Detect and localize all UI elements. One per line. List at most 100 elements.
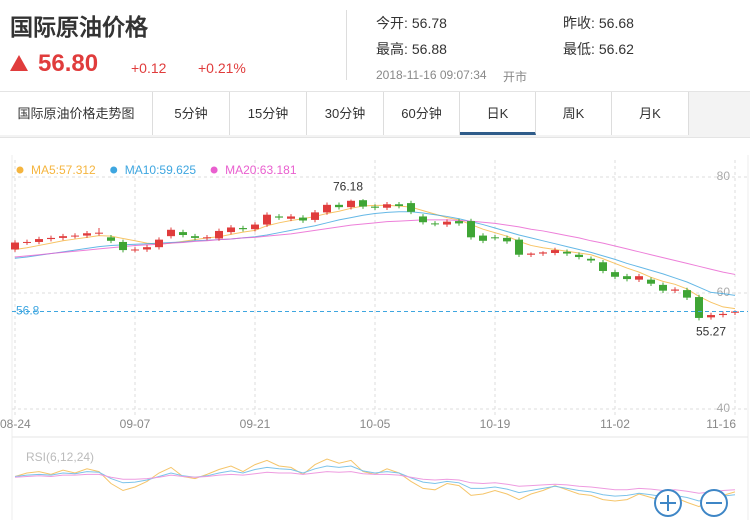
panel-title: RSI(6,12,24) [26,450,94,464]
candle-body [551,250,559,253]
candle-body [311,212,319,220]
candle-body [407,203,415,212]
change: +0.12 [131,60,167,76]
candle-body [443,221,451,225]
timestamp: 2018-11-16 09:07:34 [376,68,487,82]
stat-value: 56.68 [598,15,634,31]
tab[interactable]: 5分钟 [153,92,230,135]
legend-label: MA20:63.181 [225,163,297,177]
x-tick-label: 11-02 [600,417,630,431]
candle-body [659,284,667,291]
candle-body [107,237,115,241]
title: 国际原油价格 [10,14,148,40]
legend-marker [16,166,24,174]
stat-value: 56.62 [598,41,634,57]
y-tick-label: 60 [717,285,731,299]
candle-body [395,204,403,206]
change-pct: +0.21% [198,60,246,76]
x-tick-label: 08-24 [0,417,31,431]
divider [346,10,347,80]
candle-body [275,216,283,218]
stat: 最高: 56.88 [376,39,451,59]
candle-body [695,297,703,318]
tab[interactable]: 国际原油价格走势图 [0,92,153,135]
legend-label: MA10:59.625 [125,163,197,177]
stat: 最低: 56.62 [563,39,638,59]
rsi-line [14,465,736,502]
candle-body [119,241,127,251]
candle-body [431,223,439,225]
candle-body [263,214,271,225]
candle-body [299,217,307,221]
candle-body [539,252,547,254]
candle-body [179,232,187,235]
candle-body [575,254,583,258]
zoom-out[interactable] [700,489,728,517]
tab-bar: 国际原油价格走势图 5分钟 15分钟 30分钟 60分钟 日K 周K 月K [0,91,750,138]
stat-label: 最高: [376,41,408,57]
candle-body [287,216,295,219]
y-tick-label: 80 [717,169,731,183]
tab[interactable]: 周K [536,92,612,135]
candle-body [227,227,235,233]
tab[interactable]: 30分钟 [307,92,384,135]
candle-body [635,276,643,280]
tab[interactable]: 日K [460,92,536,135]
candle-body [719,313,727,316]
tab[interactable]: 60分钟 [384,92,460,135]
zoom-in[interactable] [654,489,682,517]
candle-body [11,242,19,250]
candle-body [359,200,367,207]
x-tick-label: 09-07 [120,417,151,431]
candle-body [467,221,475,238]
candle-body [563,251,571,254]
candle-body [479,235,487,241]
x-tick-label: 10-19 [480,417,511,431]
candle-body [587,258,595,261]
candle-body [527,253,535,255]
min-label: 55.27 [696,325,726,339]
stat-label: 昨收: [563,15,595,31]
up-arrow [10,55,28,71]
candle-body [203,237,211,239]
candle-body [503,237,511,242]
candle-body [215,230,223,239]
stat-label: 最低: [563,41,595,57]
stat-value: 56.78 [411,15,447,31]
candle-body [95,232,103,234]
candle-body [455,221,463,224]
tab[interactable]: 月K [612,92,689,135]
candle-body [131,249,139,251]
legend-label: MA5:57.312 [31,163,96,177]
stat: 昨收: 56.68 [563,13,638,33]
price-line-label: 56.8 [16,304,40,318]
candle-body [731,311,739,313]
legend-marker [110,166,118,174]
candle-body [23,241,31,243]
stat: 今开: 56.78 [376,13,451,33]
legend-marker [210,166,218,174]
max-label: 76.18 [333,179,363,193]
stat-value: 56.88 [411,41,447,57]
candle-body [347,200,355,208]
x-tick-label: 11-16 [706,417,736,431]
price: 56.80 [38,50,99,77]
candle-body [647,279,655,284]
candle-body [35,239,43,242]
candle-body [599,262,607,271]
candle-body [491,237,499,239]
ma-line [14,219,736,275]
candle-body [71,235,79,237]
candle-body [611,272,619,277]
market-status: 开市 [503,70,528,84]
tab[interactable]: 15分钟 [230,92,307,135]
candle-body [515,239,523,255]
x-tick-label: 10-05 [360,417,391,431]
y-tick-label: 40 [717,401,731,415]
stat-label: 今开: [376,15,408,31]
candle-body [143,247,151,250]
chart: 40 60 80 08-24 09-07 09-21 10-05 10-19 11-02 11-1… [0,155,749,520]
ma-line [14,211,736,296]
candle-body [323,204,331,213]
candle-body [47,237,55,240]
